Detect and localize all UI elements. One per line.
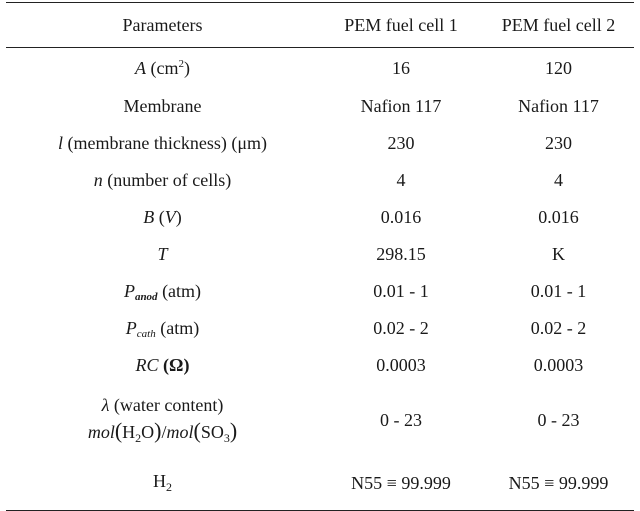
header-fuel-cell-2: PEM fuel cell 2 — [483, 2, 634, 48]
value-thickness-cell2: 230 — [545, 133, 572, 153]
param-b: B (V) — [143, 207, 182, 227]
value-p-cath-cell2: 0.02 - 2 — [530, 318, 587, 338]
header-fuel-cell-1: PEM fuel cell 1 — [319, 2, 483, 48]
param-p-cath: Pcath (atm) — [125, 317, 200, 340]
value-water-content-cell1: 0 - 23 — [380, 409, 422, 430]
table-row-rc: RC (Ω) 0.0003 0.0003 — [6, 347, 634, 384]
value-temperature-cell2: K — [552, 244, 565, 264]
value-temperature-cell1: 298.15 — [376, 244, 426, 264]
param-area: A (cm2) — [135, 57, 190, 78]
parameters-table: Parameters PEM fuel cell 1 PEM fuel cell… — [6, 2, 634, 511]
value-water-content-cell2: 0 - 23 — [537, 409, 580, 430]
value-p-cath-cell1: 0.02 - 2 — [373, 318, 429, 338]
param-thickness: l (membrane thickness) (μm) — [57, 133, 268, 153]
param-rc: RC (Ω) — [135, 355, 190, 375]
value-cells-cell2: 4 — [554, 170, 563, 190]
param-p-anod: Panod (atm) — [123, 280, 202, 303]
table-row-cells: n (number of cells) 4 4 — [6, 162, 634, 199]
water-content-unit: mol(H2O)/mol(SO3) — [87, 417, 238, 445]
value-hydrogen-cell2: N55 ≡ 99.999 — [483, 456, 634, 511]
value-area-cell1: 16 — [392, 57, 410, 78]
table-row-water-content: λ (water content) mol(H2O)/mol(SO3) 0 - … — [6, 384, 634, 456]
table-row-p-anod: Panod (atm) 0.01 - 1 0.01 - 1 — [6, 273, 634, 310]
value-membrane-cell1: Nafion 117 — [360, 96, 442, 116]
table-row-area: A (cm2) 16 120 — [6, 48, 634, 89]
value-p-anod-cell1: 0.01 - 1 — [373, 281, 429, 301]
value-area-cell2: 120 — [545, 57, 572, 78]
table-body: A (cm2) 16 120 Membrane Nafion 117 Nafio… — [6, 48, 634, 511]
value-cells-cell1: 4 — [396, 170, 406, 190]
param-hydrogen: H2 — [6, 456, 319, 511]
param-membrane: Membrane — [123, 96, 202, 116]
table-header: Parameters PEM fuel cell 1 PEM fuel cell… — [6, 2, 634, 48]
table-row-p-cath: Pcath (atm) 0.02 - 2 0.02 - 2 — [6, 310, 634, 347]
value-membrane-cell2: Nafion 117 — [518, 96, 599, 116]
header-row: Parameters PEM fuel cell 1 PEM fuel cell… — [6, 2, 634, 48]
param-temperature: T — [157, 244, 168, 264]
param-cells: n (number of cells) — [93, 170, 232, 190]
table-row-thickness: l (membrane thickness) (μm) 230 230 — [6, 125, 634, 162]
value-rc-cell2: 0.0003 — [533, 355, 584, 375]
value-rc-cell1: 0.0003 — [376, 355, 426, 375]
value-b-cell1: 0.016 — [380, 207, 422, 227]
param-water-content: λ (water content) mol(H2O)/mol(SO3) — [6, 384, 319, 456]
value-hydrogen-cell1: N55 ≡ 99.999 — [319, 456, 483, 511]
table-row-temperature: T 298.15 K — [6, 236, 634, 273]
table-row-membrane: Membrane Nafion 117 Nafion 117 — [6, 88, 634, 125]
table-row-hydrogen: H2 N55 ≡ 99.999 N55 ≡ 99.999 — [6, 456, 634, 511]
value-p-anod-cell2: 0.01 - 1 — [530, 281, 587, 301]
value-thickness-cell1: 230 — [387, 133, 415, 153]
table-row-b: B (V) 0.016 0.016 — [6, 199, 634, 236]
parameters-table-container: Parameters PEM fuel cell 1 PEM fuel cell… — [6, 2, 634, 511]
value-b-cell2: 0.016 — [538, 207, 579, 227]
header-parameters: Parameters — [6, 2, 319, 48]
